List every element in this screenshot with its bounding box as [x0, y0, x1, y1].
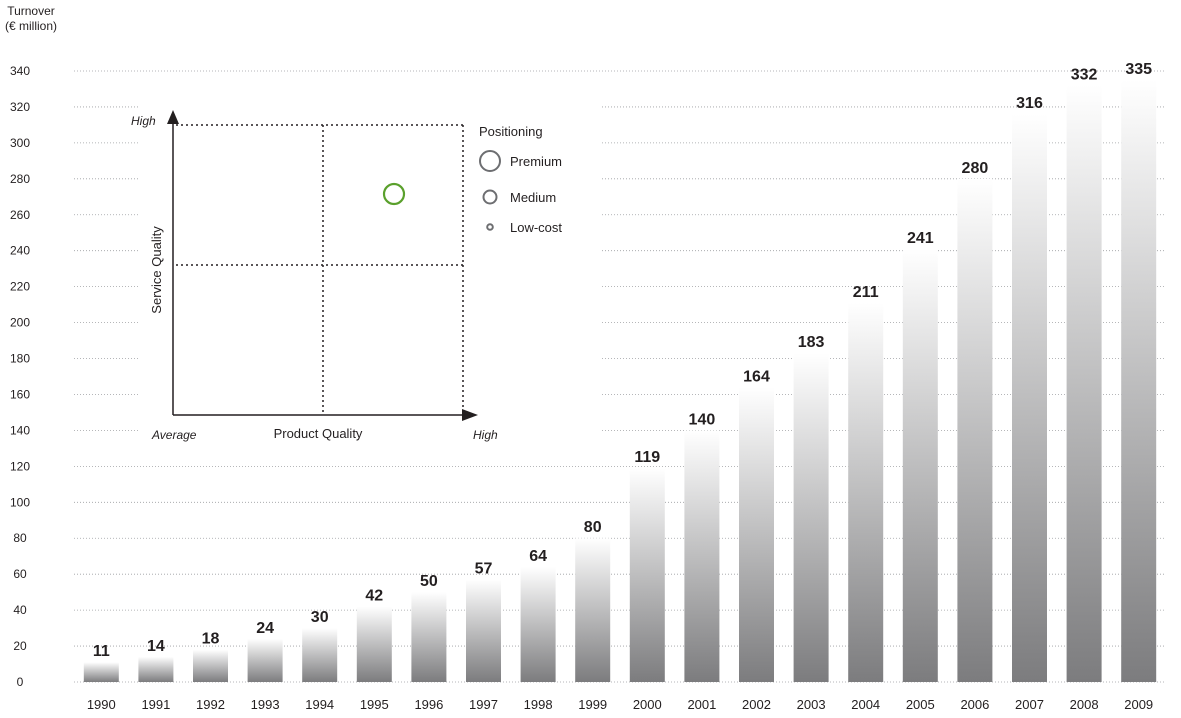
y-tick-label: 40	[13, 603, 27, 617]
bar-2008	[1066, 85, 1102, 683]
x-tick-label-2005: 2005	[906, 697, 935, 712]
x-tick-label-2007: 2007	[1015, 697, 1044, 712]
y-tick-label: 160	[10, 387, 30, 401]
value-label-1999: 80	[584, 519, 602, 536]
y-tick-label: 80	[13, 531, 27, 545]
y-tick-labels: 0 20 40 60 80 100 120 140 160 180 200 220 240 260 280 3…	[10, 64, 30, 689]
y-tick-label: 220	[10, 280, 30, 294]
x-tick-label-2002: 2002	[742, 697, 771, 712]
y-tick-label: 300	[10, 136, 30, 150]
y-tick-label: 280	[10, 172, 30, 186]
x-tick-label-1996: 1996	[414, 697, 443, 712]
bars	[83, 79, 1157, 683]
value-label-1992: 18	[202, 631, 220, 648]
bar-1998	[520, 566, 556, 682]
y-tick-label: 140	[10, 423, 30, 437]
bar-1993	[247, 638, 283, 682]
bar-2004	[848, 302, 884, 682]
value-label-2000: 119	[634, 449, 660, 466]
x-tick-label-1998: 1998	[524, 697, 553, 712]
y-tick-label: 260	[10, 208, 30, 222]
value-label-2007: 316	[1016, 95, 1043, 112]
y-tick-label: 240	[10, 244, 30, 258]
bar-2009	[1121, 79, 1157, 682]
value-label-2004: 211	[853, 284, 879, 301]
x-tick-label-1999: 1999	[578, 697, 607, 712]
x-tick-label-2003: 2003	[797, 697, 826, 712]
x-tick-label-1991: 1991	[141, 697, 170, 712]
value-label-1997: 57	[475, 561, 493, 578]
x-tick-labels: 1990 1991 1992 1993 1994 1995 1996 1997 1998 1999…	[87, 697, 1153, 712]
value-label-1993: 24	[256, 620, 274, 637]
bar-1995	[356, 606, 392, 682]
x-tick-label-1995: 1995	[360, 697, 389, 712]
x-tick-label-2001: 2001	[687, 697, 716, 712]
x-tick-label-1994: 1994	[305, 697, 334, 712]
bar-1997	[466, 579, 501, 682]
x-tick-label-2006: 2006	[960, 697, 989, 712]
y-tick-label: 180	[10, 352, 30, 366]
value-label-2002: 164	[743, 368, 770, 385]
value-label-2001: 140	[689, 411, 716, 428]
bar-1990	[83, 662, 119, 682]
bar-2000	[629, 468, 665, 682]
bar-2005	[902, 248, 938, 683]
value-label-2006: 280	[962, 160, 989, 177]
value-labels: 11 14 18 24 30 42 50 57 64 80 119 140 164 183 211 241 28…	[93, 61, 1152, 660]
value-label-1996: 50	[420, 573, 438, 590]
value-label-2003: 183	[798, 334, 825, 351]
y-axis-title-line1: Turnover	[7, 4, 55, 18]
bar-2007	[1012, 114, 1047, 683]
bar-1994	[302, 628, 338, 682]
x-tick-label-2009: 2009	[1124, 697, 1153, 712]
bar-1996	[411, 592, 447, 682]
x-tick-label-1997: 1997	[469, 697, 498, 712]
value-label-2008: 332	[1071, 66, 1098, 83]
bar-2002	[739, 387, 774, 682]
y-tick-label: 320	[10, 100, 30, 114]
bar-2003	[793, 353, 829, 682]
gridlines	[74, 70, 1166, 683]
x-tick-label-1990: 1990	[87, 697, 116, 712]
y-tick-label: 340	[10, 64, 30, 78]
value-label-1991: 14	[147, 638, 165, 655]
x-tick-label-2000: 2000	[633, 697, 662, 712]
y-tick-label: 100	[10, 495, 30, 509]
bar-2006	[957, 178, 993, 682]
y-axis-title: Turnover (€ million)	[0, 4, 62, 34]
x-tick-label-2008: 2008	[1070, 697, 1099, 712]
y-axis-title-line2: (€ million)	[4, 19, 57, 33]
value-label-2009: 335	[1125, 61, 1152, 78]
y-tick-label: 200	[10, 316, 30, 330]
y-tick-label: 20	[13, 639, 27, 653]
value-label-1995: 42	[365, 588, 383, 605]
y-tick-label: 60	[13, 567, 27, 581]
x-tick-label-1993: 1993	[251, 697, 280, 712]
bar-2001	[684, 430, 720, 682]
value-label-1990: 11	[93, 643, 110, 660]
y-tick-label: 120	[10, 459, 30, 473]
bar-1999	[575, 538, 611, 682]
x-tick-label-1992: 1992	[196, 697, 225, 712]
bar-1991	[138, 656, 174, 682]
value-label-2005: 241	[907, 230, 934, 247]
value-label-1994: 30	[311, 609, 329, 626]
bar-1992	[193, 649, 228, 682]
y-tick-label: 0	[17, 675, 24, 689]
x-tick-label-2004: 2004	[851, 697, 880, 712]
value-label-1998: 64	[529, 548, 547, 565]
